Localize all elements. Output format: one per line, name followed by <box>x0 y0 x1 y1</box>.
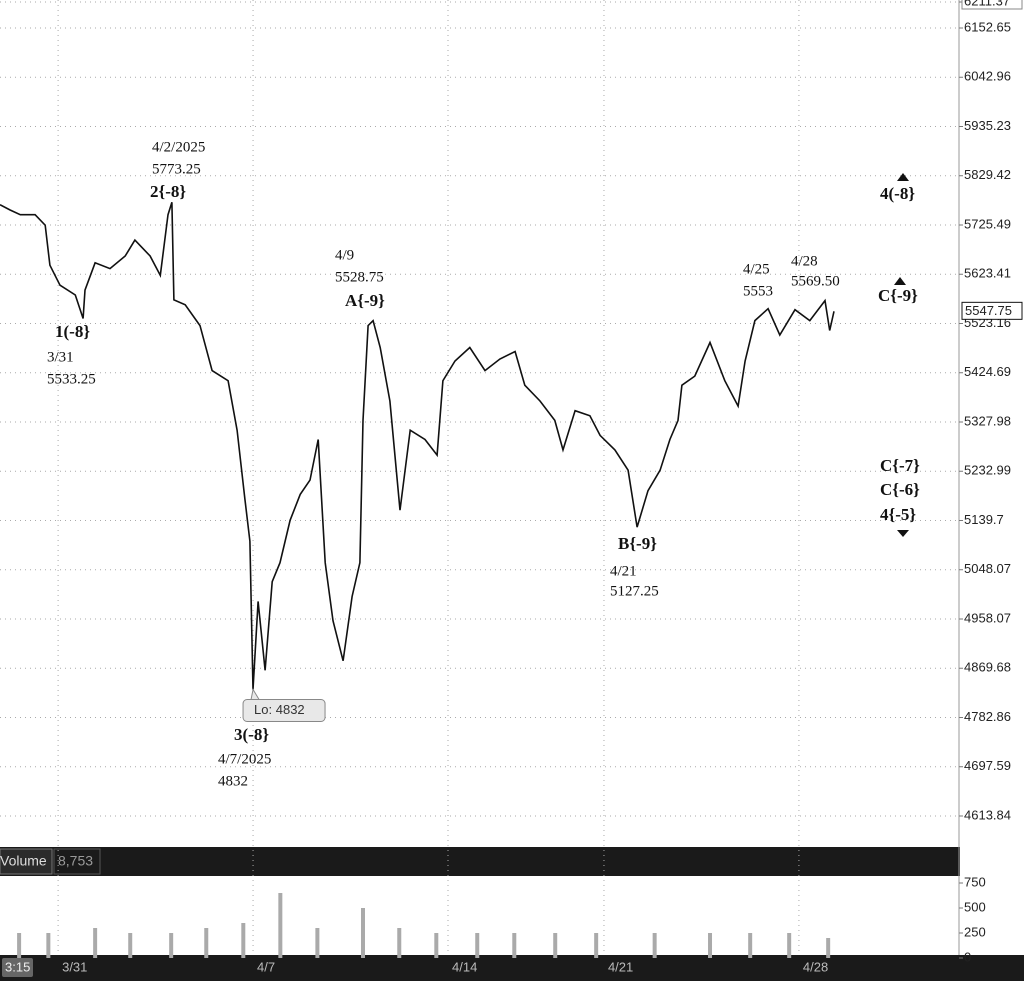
volume-bar <box>594 933 599 958</box>
y-tick-label: 5048.07 <box>964 561 1011 576</box>
volume-title-box <box>0 848 53 875</box>
annotation: 4/2/2025 <box>152 139 205 155</box>
volume-bar <box>278 893 283 958</box>
annotation: B{-9} <box>618 534 657 553</box>
volume-bar <box>241 923 246 958</box>
volume-bar <box>652 933 657 958</box>
volume-value-box <box>53 848 101 875</box>
y-tick-label: 750 <box>964 874 986 889</box>
volume-bar <box>434 933 439 958</box>
y-tick-label: 5935.23 <box>964 118 1011 133</box>
time-box <box>2 958 33 977</box>
annotation: 4/9 <box>335 247 354 263</box>
x-tick-label: 4/28 <box>803 959 828 974</box>
annotation: A{-9} <box>345 291 385 310</box>
x-tick-label: 3/31 <box>62 959 87 974</box>
annotation: 5553 <box>743 283 773 299</box>
volume-bar <box>475 933 480 958</box>
volume-bar <box>553 933 558 958</box>
y-tick-label: 4869.68 <box>964 660 1011 675</box>
volume-bar <box>315 928 320 958</box>
y-tick-label: 5139.7 <box>964 512 1004 527</box>
volume-bar <box>787 933 792 958</box>
y-tick-label: 5232.99 <box>964 463 1011 478</box>
volume-bar <box>169 933 174 958</box>
signal-arrow <box>897 173 909 181</box>
y-tick-label: 4613.84 <box>964 807 1011 822</box>
y-tick-label: 5725.49 <box>964 216 1011 231</box>
low-label: Lo: 4832 <box>254 702 305 717</box>
volume-bar <box>512 933 517 958</box>
low-bubble <box>242 688 326 723</box>
volume-header <box>0 847 960 876</box>
y-top-box <box>961 0 1023 10</box>
annotation: 4/28 <box>791 253 818 269</box>
annotation: 4/25 <box>743 261 770 277</box>
volume-bar <box>93 928 98 958</box>
annotation: C{-6} <box>880 480 920 499</box>
volume-bar <box>708 933 713 958</box>
y-tick-label: 6152.65 <box>964 19 1011 34</box>
price-line <box>0 202 835 690</box>
annotation: 4{-5} <box>880 505 916 524</box>
volume-bar <box>361 908 366 958</box>
annotation: 5569.50 <box>791 273 840 289</box>
annotation: 3(-8} <box>234 725 269 744</box>
annotation: 5127.25 <box>610 583 659 599</box>
time-axis-bar <box>0 955 1024 981</box>
y-tick-label: 5623.41 <box>964 266 1011 281</box>
y-tick-label: 4958.07 <box>964 610 1011 625</box>
x-tick-label: 4/7 <box>257 959 275 974</box>
volume-bar <box>826 938 831 958</box>
annotation: 5528.75 <box>335 269 384 285</box>
y-tick-label: 500 <box>964 899 986 914</box>
volume-bar <box>128 933 133 958</box>
annotation: 3/31 <box>47 349 74 365</box>
y-tick-label: 0 <box>964 949 971 964</box>
signal-arrow <box>894 277 906 285</box>
y-tick-label: 5829.42 <box>964 167 1011 182</box>
y-tick-label: 5327.98 <box>964 413 1011 428</box>
y-tick-label: 4782.86 <box>964 709 1011 724</box>
volume-bar <box>17 933 22 958</box>
annotation: 5533.25 <box>47 371 96 387</box>
volume-bar <box>46 933 51 958</box>
y-tick-label: 6211.37 <box>964 0 1010 8</box>
volume-bar <box>397 928 402 958</box>
last-price: 5547.75 <box>965 303 1012 318</box>
signal-arrow <box>897 530 909 537</box>
annotation: 5773.25 <box>152 161 201 177</box>
annotation: 4(-8} <box>880 184 915 203</box>
x-tick-label: 4/21 <box>608 959 633 974</box>
annotation: C{-7} <box>880 456 920 475</box>
time-label: 3:15 <box>5 959 30 974</box>
annotation: 1(-8} <box>55 322 90 341</box>
annotation: 4832 <box>218 773 248 789</box>
annotation: C{-9} <box>878 286 918 305</box>
y-tick-label: 4697.59 <box>964 758 1011 773</box>
y-tick-label: 6042.96 <box>964 69 1011 84</box>
volume-bar <box>204 928 209 958</box>
annotation: 4/21 <box>610 563 637 579</box>
x-tick-label: 4/14 <box>452 959 477 974</box>
y-tick-label: 250 <box>964 924 986 939</box>
volume-bar <box>748 933 753 958</box>
annotation: 2{-8} <box>150 182 186 201</box>
volume-title: Volume <box>0 853 47 869</box>
volume-value: 8,753 <box>58 853 93 869</box>
y-tick-label: 5424.69 <box>964 364 1011 379</box>
last-price-box <box>961 301 1023 320</box>
annotation: 4/7/2025 <box>218 751 271 767</box>
